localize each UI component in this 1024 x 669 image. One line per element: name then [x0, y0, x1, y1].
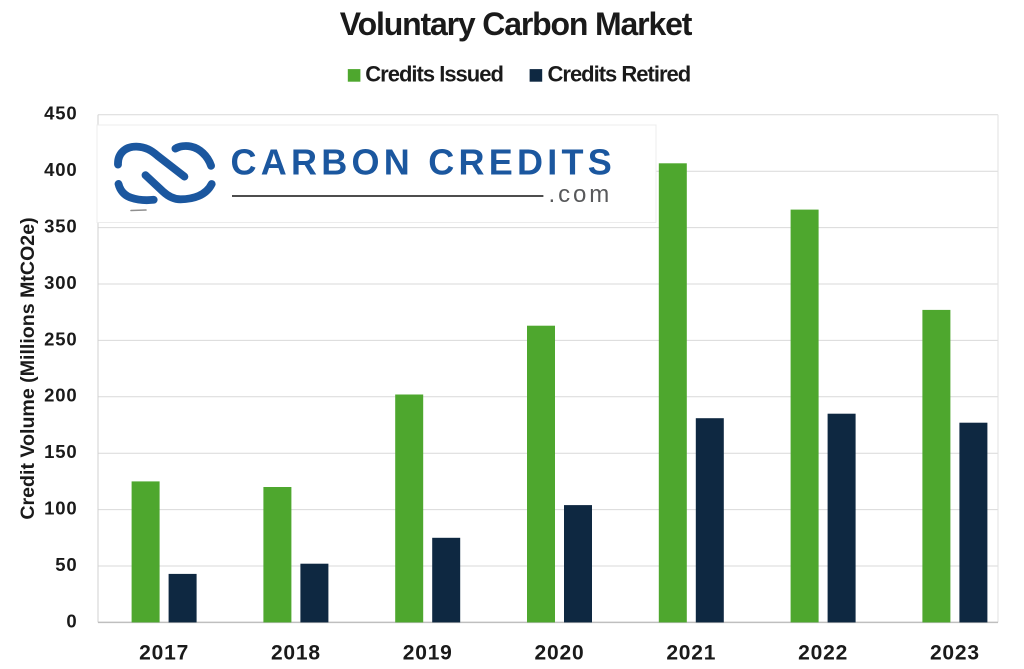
svg-text:250: 250: [44, 328, 77, 349]
svg-text:2017: 2017: [139, 642, 189, 664]
svg-text:Credits Issued: Credits Issued: [365, 61, 503, 86]
svg-text:Credit Volume (Millions MtCO2e: Credit Volume (Millions MtCO2e): [17, 217, 39, 519]
svg-text:300: 300: [44, 272, 77, 293]
svg-text:400: 400: [44, 159, 77, 180]
svg-text:50: 50: [55, 554, 77, 575]
svg-text:2018: 2018: [271, 642, 321, 664]
svg-text:2020: 2020: [535, 642, 585, 664]
svg-text:200: 200: [44, 385, 77, 406]
svg-text:450: 450: [44, 103, 77, 124]
svg-text:Credits Retired: Credits Retired: [548, 61, 691, 86]
svg-text:Voluntary Carbon Market: Voluntary Carbon Market: [340, 6, 693, 42]
svg-text:2021: 2021: [666, 642, 716, 664]
svg-text:0: 0: [66, 610, 77, 631]
svg-text:350: 350: [44, 216, 77, 237]
svg-text:2023: 2023: [930, 642, 980, 664]
svg-text:2022: 2022: [798, 642, 848, 664]
svg-text:CARBON CREDITS: CARBON CREDITS: [231, 142, 617, 183]
svg-text:2019: 2019: [403, 642, 453, 664]
svg-text:.com: .com: [549, 181, 613, 208]
svg-text:150: 150: [44, 441, 77, 462]
svg-text:100: 100: [44, 498, 77, 519]
